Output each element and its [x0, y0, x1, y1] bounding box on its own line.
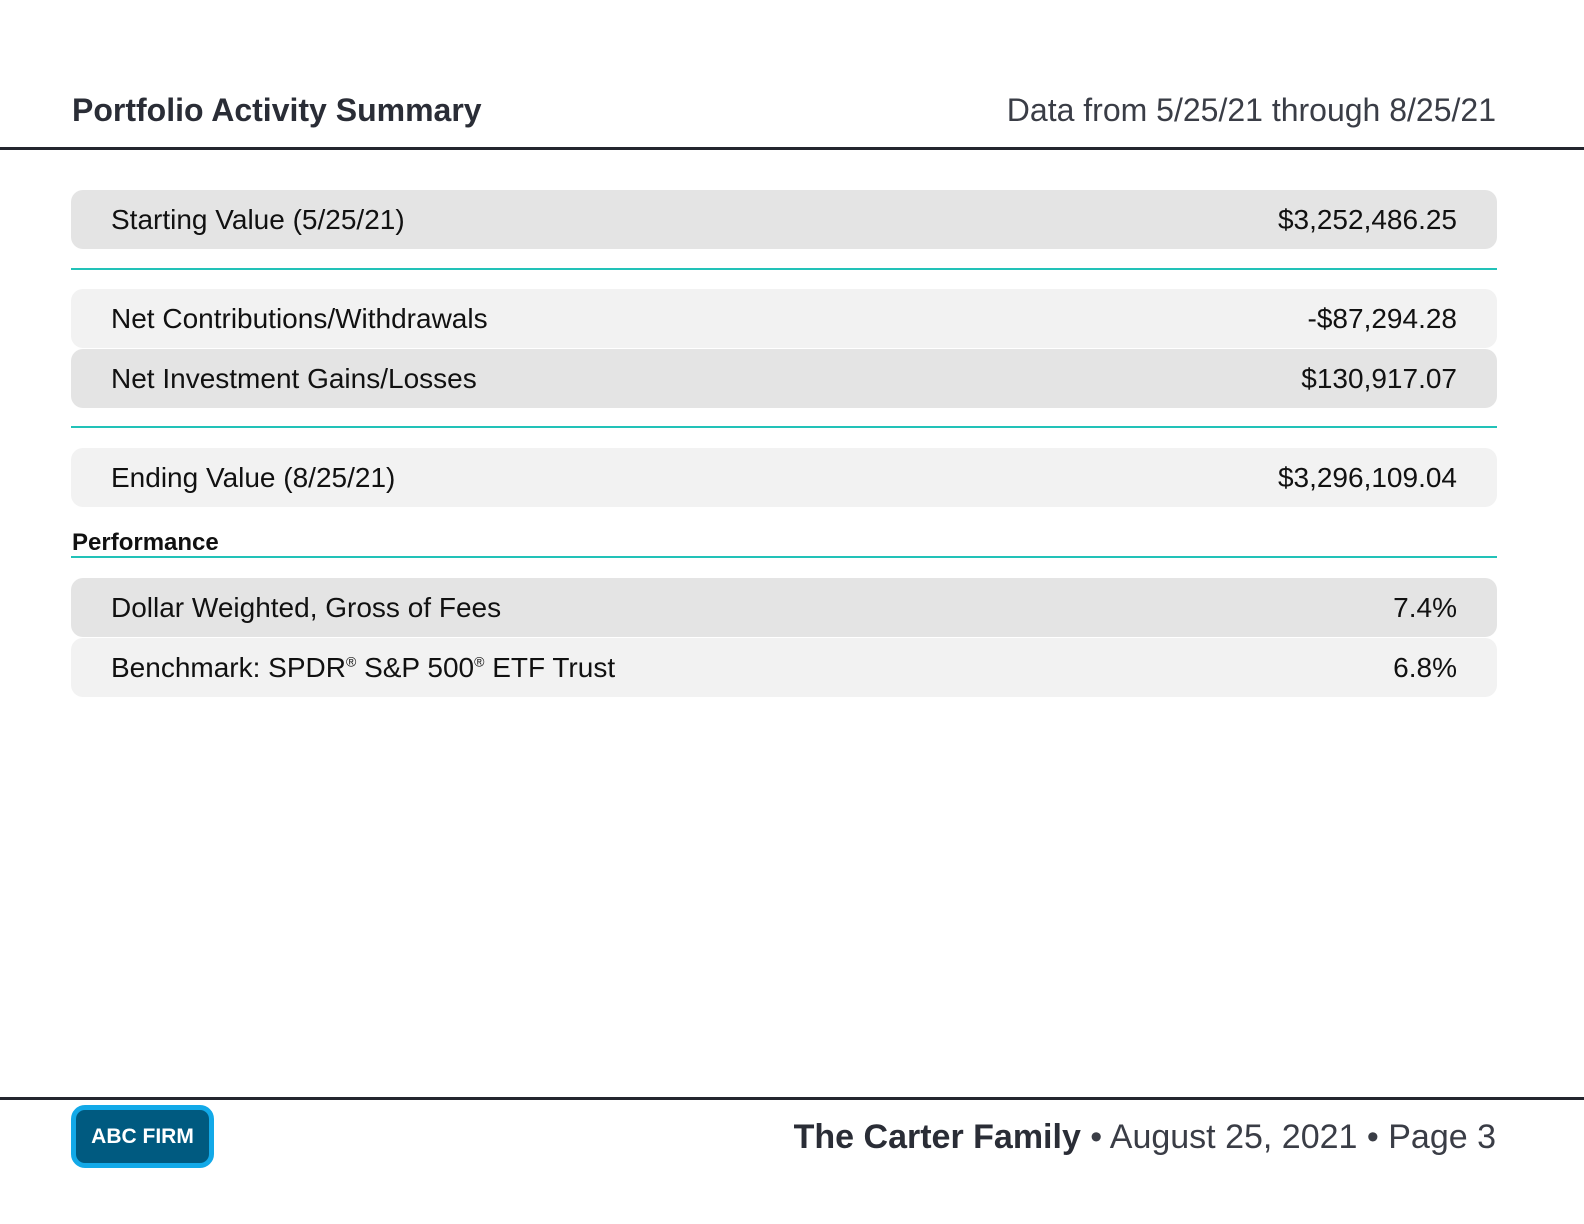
- starting-value-row: Starting Value (5/25/21) $3,252,486.25: [71, 190, 1497, 249]
- row-value: $130,917.07: [1301, 362, 1457, 394]
- client-name: The Carter Family: [793, 1118, 1081, 1156]
- net-contributions-row: Net Contributions/Withdrawals -$87,294.2…: [71, 289, 1497, 348]
- divider: [71, 426, 1497, 428]
- dollar-weighted-row: Dollar Weighted, Gross of Fees 7.4%: [71, 578, 1497, 637]
- row-label: Net Contributions/Withdrawals: [111, 302, 488, 334]
- page-number: Page 3: [1388, 1118, 1496, 1156]
- divider: [71, 268, 1497, 270]
- row-value: $3,296,109.04: [1277, 461, 1457, 493]
- divider: [71, 556, 1497, 558]
- separator: •: [1357, 1118, 1389, 1156]
- row-value: $3,252,486.25: [1277, 203, 1457, 235]
- label-part: S&P 500: [356, 651, 475, 683]
- registered-mark: ®: [474, 653, 485, 670]
- page-title: Portfolio Activity Summary: [72, 92, 482, 128]
- row-label: Dollar Weighted, Gross of Fees: [111, 591, 502, 623]
- footer-info: The Carter Family • August 25, 2021 • Pa…: [794, 1118, 1496, 1157]
- row-value: 6.8%: [1393, 651, 1457, 683]
- footer-divider: [0, 1097, 1584, 1100]
- row-value: 7.4%: [1393, 591, 1457, 623]
- benchmark-row: Benchmark: SPDR® S&P 500® ETF Trust 6.8%: [71, 638, 1497, 697]
- net-gains-row: Net Investment Gains/Losses $130,917.07: [71, 349, 1497, 408]
- label-part: ETF Trust: [484, 651, 616, 683]
- firm-logo: ABC FIRM: [71, 1105, 214, 1168]
- header-divider: [0, 147, 1584, 150]
- performance-heading: Performance: [72, 529, 219, 556]
- row-label: Net Investment Gains/Losses: [111, 362, 477, 394]
- registered-mark: ®: [345, 653, 357, 670]
- ending-value-row: Ending Value (8/25/21) $3,296,109.04: [71, 448, 1497, 507]
- separator: •: [1080, 1118, 1110, 1156]
- label-part: Benchmark: SPDR: [111, 651, 346, 683]
- report-date: August 25, 2021: [1109, 1118, 1358, 1156]
- row-label: Benchmark: SPDR® S&P 500® ETF Trust: [111, 652, 615, 684]
- date-range: Data from 5/25/21 through 8/25/21: [1006, 92, 1496, 128]
- row-value: -$87,294.28: [1307, 302, 1457, 334]
- row-label: Ending Value (8/25/21): [111, 461, 396, 493]
- row-label: Starting Value (5/25/21): [111, 203, 405, 235]
